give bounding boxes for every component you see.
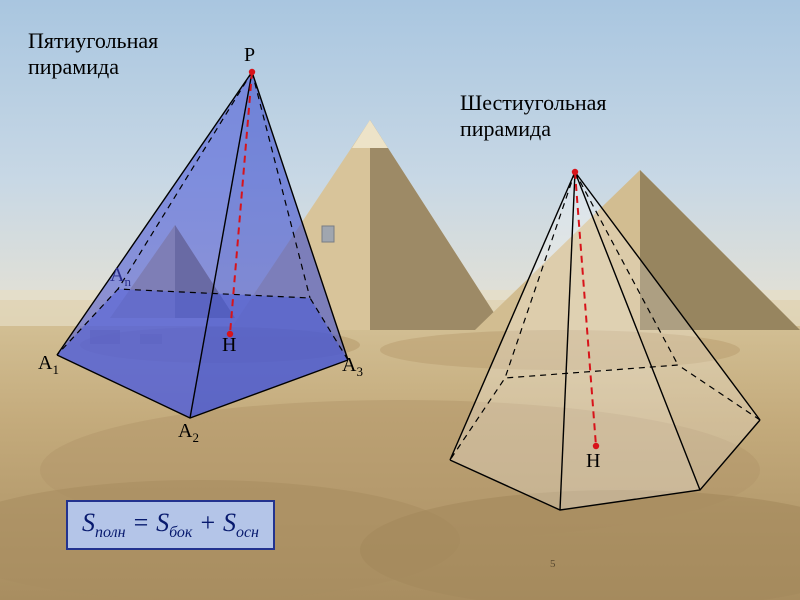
formula-S1: S [82, 508, 95, 537]
label-P: P [244, 44, 255, 67]
small-marker [322, 226, 334, 242]
formula-bok: бок [169, 524, 192, 541]
label-H-hex: H [586, 450, 600, 473]
formula-plus: + [192, 508, 223, 537]
label-An: An [110, 264, 131, 290]
title-hexagonal-line1: Шестиугольная [460, 90, 607, 115]
title-pentagonal-line1: Пятиугольная [28, 28, 158, 53]
hexagonal-pyramid [450, 169, 760, 510]
formula-osn: осн [236, 524, 259, 541]
title-pentagonal: Пятиугольная пирамида [28, 28, 158, 80]
formula-poln: полн [95, 524, 126, 541]
title-pentagonal-line2: пирамида [28, 54, 119, 79]
label-A3: A3 [342, 354, 363, 380]
title-hexagonal: Шестиугольная пирамида [460, 90, 607, 142]
label-A1: A1 [38, 352, 59, 378]
formula-box: Sполн = Sбок + Sосн [66, 500, 275, 550]
title-hexagonal-line2: пирамида [460, 116, 551, 141]
formula-eq: = [126, 508, 157, 537]
formula-S3: S [223, 508, 236, 537]
pentagonal-pyramid [57, 69, 348, 418]
label-H-pent: H [222, 334, 236, 357]
label-A2: A2 [178, 420, 199, 446]
page-number: 5 [550, 558, 556, 570]
formula-S2: S [156, 508, 169, 537]
